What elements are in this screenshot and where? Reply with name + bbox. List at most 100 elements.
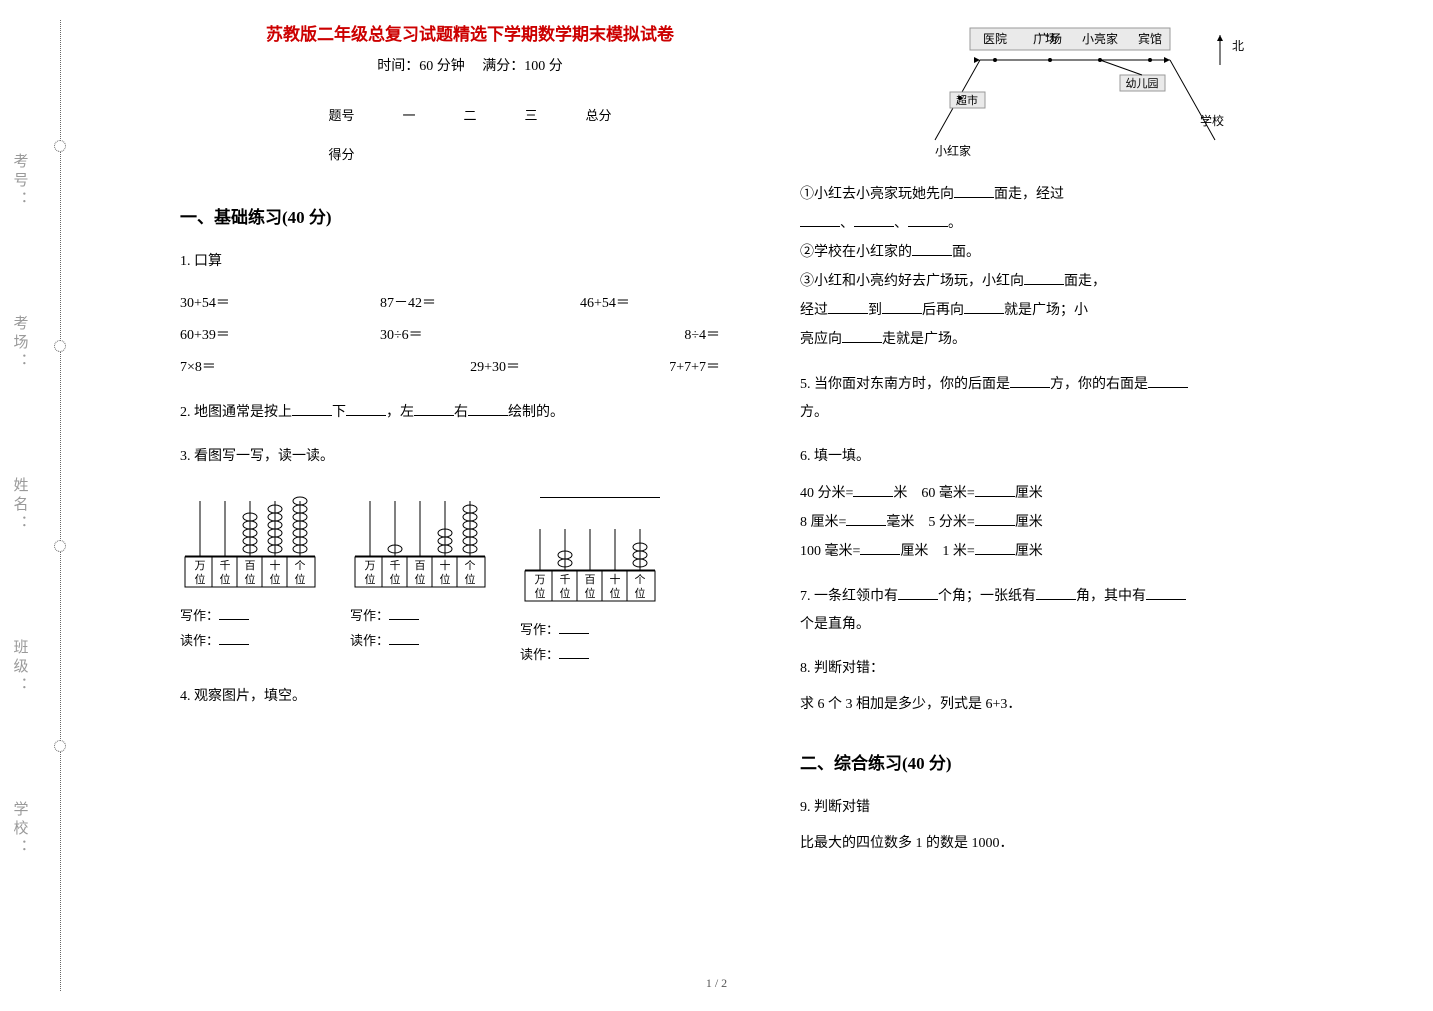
svg-text:十: 十: [610, 572, 621, 586]
svg-text:千: 千: [560, 573, 571, 586]
q4-line: 经过到后再向就是广场；小: [800, 296, 1380, 325]
svg-text:千: 千: [220, 559, 231, 572]
q4-line: ②学校在小红家的面。: [800, 238, 1380, 267]
text: 后再向: [922, 303, 964, 318]
svg-text:位: 位: [635, 586, 646, 600]
table-cell: [378, 134, 439, 173]
abacus-read: 读作：: [350, 627, 490, 652]
svg-text:位: 位: [270, 572, 281, 586]
q2: 2. 地图通常是按上下，左右绘制的。: [180, 398, 760, 427]
abacus-item: 万千百十个 位位位位位 写作： 读作：: [350, 481, 490, 667]
table-cell: 总分: [562, 95, 636, 134]
svg-text:十: 十: [440, 558, 451, 572]
text: 厘米: [900, 544, 928, 559]
page-number: 1 / 2: [706, 976, 727, 991]
q2-text: 绘制的。: [508, 405, 564, 420]
text: 个角；一张纸有: [938, 589, 1036, 604]
binding-circle: [54, 340, 66, 352]
side-label-school: 学校：: [10, 801, 31, 858]
text: ③小红和小亮约好去广场玩，小红向: [800, 274, 1024, 289]
text: ②学校在小红家的: [800, 245, 912, 260]
text: 就是广场；小: [1004, 303, 1088, 318]
blank: [1024, 267, 1064, 285]
text: 60 毫米=: [921, 486, 974, 501]
abacus-write: 写作：: [520, 616, 660, 641]
text: 、: [840, 216, 854, 231]
blank: [853, 479, 893, 497]
text: 8 厘米=: [800, 515, 846, 530]
binding-circle: [54, 540, 66, 552]
text: 个是直角。: [800, 617, 870, 632]
write-label: 写作：: [350, 608, 389, 623]
text: 7. 一条红领巾有: [800, 589, 898, 604]
abacus-row: 万千百十个 位位位位位 写作： 读作：: [180, 481, 760, 667]
blank: [908, 209, 948, 227]
calc-item: 7×8＝: [180, 354, 320, 382]
text: 40 分米=: [800, 486, 853, 501]
q4: 4. 观察图片，填空。: [180, 683, 760, 711]
calc-item: 30÷6＝: [380, 322, 520, 350]
text: 100 毫米=: [800, 544, 860, 559]
binding-dotted-line: [60, 20, 61, 991]
svg-text:小红家: 小红家: [935, 143, 971, 158]
abacus-read: 读作：: [180, 627, 320, 652]
table-cell: 二: [439, 95, 500, 134]
blank: [1148, 370, 1188, 388]
section1-header: 一、基础练习(40 分): [180, 203, 760, 228]
q2-text: ，左: [386, 405, 414, 420]
map-label-hospital: 医院: [983, 32, 1007, 46]
text: 经过: [800, 303, 828, 318]
blank: [898, 582, 938, 600]
q4-body: ①小红去小亮家玩她先向面走，经过 、、。 ②学校在小红家的面。 ③小红和小亮约好…: [800, 180, 1380, 354]
svg-text:位: 位: [560, 586, 571, 600]
calc-row: 30+54＝ 87－42＝ 46+54＝: [180, 290, 760, 318]
q4-title: 4. 观察图片，填空。: [180, 683, 760, 711]
side-label-name: 姓名：: [10, 477, 31, 534]
svg-text:北: 北: [1232, 39, 1244, 53]
blank: [828, 296, 868, 314]
blank: [1146, 582, 1186, 600]
blank: [1010, 370, 1050, 388]
text: 、: [894, 216, 908, 231]
right-column: 医院 广场 广场 小亮家 宾馆 幼儿园 超市 小红家 学校 北 ①小红去小亮家玩…: [800, 20, 1380, 874]
svg-text:千: 千: [390, 559, 401, 572]
table-row: 题号 一 二 三 总分: [304, 95, 635, 134]
text: 角，其中有: [1076, 589, 1146, 604]
blank: [389, 627, 419, 645]
content-area: 苏教版二年级总复习试题精选下学期数学期末模拟试卷 时间：60 分钟 满分：100…: [180, 20, 1380, 874]
svg-text:万: 万: [535, 574, 546, 586]
svg-text:学校: 学校: [1200, 113, 1224, 128]
svg-text:位: 位: [585, 586, 596, 600]
svg-text:宾馆: 宾馆: [1138, 31, 1162, 46]
text: 5 分米=: [928, 515, 974, 530]
binding-edge: [40, 0, 80, 1011]
svg-text:十: 十: [270, 558, 281, 572]
abacus-write: 写作：: [350, 602, 490, 627]
blank: [912, 238, 952, 256]
text: 走就是广场。: [882, 332, 966, 347]
side-labels-column: 考号： 考场： 姓名： 班级： 学校：: [0, 0, 40, 1011]
calc-item: 29+30＝: [380, 354, 520, 382]
q8: 8. 判断对错： 求 6 个 3 相加是多少，列式是 6+3．: [800, 655, 1380, 719]
text: 。: [948, 216, 962, 231]
text: 厘米: [1015, 544, 1043, 559]
blank: [414, 398, 454, 416]
blank: [800, 209, 840, 227]
section2-header: 二、综合练习(40 分): [800, 749, 1380, 774]
svg-text:小亮家: 小亮家: [1082, 31, 1118, 46]
q6-line: 8 厘米=毫米 5 分米=厘米: [800, 508, 1380, 537]
blank: [559, 641, 589, 659]
read-label: 读作：: [350, 633, 389, 648]
q8-title: 8. 判断对错：: [800, 655, 1380, 683]
blank: [292, 398, 332, 416]
blank: [346, 398, 386, 416]
q7: 7. 一条红领巾有 个角；一张纸有 角，其中有个是直角。: [800, 582, 1380, 639]
svg-text:位: 位: [535, 586, 546, 600]
calc-item: 8÷4＝: [580, 322, 720, 350]
text: 亮应向: [800, 332, 842, 347]
text: 厘米: [1015, 515, 1043, 530]
table-cell: 得分: [304, 134, 378, 173]
calc-item: 30+54＝: [180, 290, 320, 318]
time-label: 时间：60 分钟: [377, 59, 465, 74]
abacus-read: 读作：: [520, 641, 660, 666]
